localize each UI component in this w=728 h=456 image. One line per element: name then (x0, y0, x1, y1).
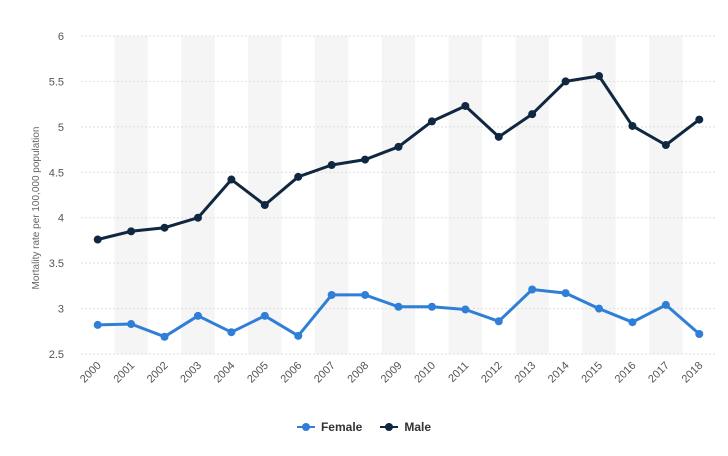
data-point-male-2002 (160, 223, 169, 232)
x-tick-label-2015: 2015 (579, 360, 605, 386)
plot-band-2015 (582, 36, 616, 354)
data-point-male-2010 (427, 117, 436, 126)
plot-band-2003 (181, 36, 215, 354)
y-tick-label-6: 6 (58, 31, 64, 43)
data-point-male-2007 (327, 161, 336, 170)
data-point-female-2001 (127, 320, 136, 329)
data-point-female-2011 (461, 305, 470, 314)
data-point-female-2008 (361, 290, 370, 299)
data-point-male-2011 (461, 101, 470, 110)
plot-band-2001 (114, 36, 148, 354)
x-tick-label-2016: 2016 (613, 360, 639, 386)
data-point-male-2017 (661, 141, 670, 150)
legend-female-label: Female (320, 420, 363, 434)
data-point-female-2000 (93, 320, 102, 329)
y-tick-label-2.5: 2.5 (49, 349, 64, 361)
plot-band-2007 (314, 36, 349, 354)
data-point-female-2009 (394, 302, 403, 311)
x-tick-label-2000: 2000 (78, 360, 104, 386)
data-point-male-2001 (127, 227, 136, 236)
legend-male-dot (385, 423, 394, 431)
x-tick-label-2013: 2013 (513, 360, 539, 386)
data-point-male-2013 (528, 110, 537, 119)
line-chart: 2.533.544.555.56 2000 2001 2002 2003 2004 200… (31, 31, 716, 386)
data-point-male-2015 (595, 71, 604, 80)
x-tick-label-2011: 2011 (446, 360, 471, 385)
x-tick-label-2012: 2012 (479, 360, 505, 386)
data-point-female-2018 (695, 330, 704, 339)
plot-band-2009 (381, 36, 416, 354)
x-tick-label-2017: 2017 (646, 360, 672, 386)
plot-bands (114, 36, 683, 354)
x-tick-label-2007: 2007 (312, 360, 338, 386)
x-axis-ticks: 2000 2001 2002 2003 2004 2005 2006 2007 2008 2009… (78, 360, 705, 386)
x-tick-label-2014: 2014 (546, 360, 572, 386)
data-point-male-2006 (294, 172, 303, 181)
data-point-female-2010 (427, 302, 436, 311)
y-axis-ticks: 2.5 3 3.5 4 4.5 5 5.5 6 (49, 31, 64, 361)
x-tick-label-2001: 2001 (111, 360, 137, 386)
legend-item-male[interactable]: Male (380, 420, 431, 434)
data-point-male-2018 (695, 115, 704, 124)
data-point-male-2003 (193, 213, 202, 222)
data-point-male-2012 (494, 132, 503, 141)
y-tick-label-5.5: 5.5 (49, 76, 64, 88)
data-point-male-2000 (93, 235, 102, 244)
data-point-female-2016 (628, 318, 637, 327)
data-point-female-2013 (528, 285, 537, 294)
data-point-female-2015 (595, 304, 604, 313)
data-point-female-2005 (260, 311, 269, 320)
plot-band-2011 (448, 36, 483, 354)
y-tick-label-3: 3 (58, 304, 64, 316)
x-tick-label-2003: 2003 (178, 360, 204, 386)
series-group (93, 71, 704, 341)
legend-female-symbol-icon (296, 422, 315, 432)
legend-male-label: Male (404, 420, 432, 434)
legend-male-symbol-icon (380, 422, 399, 432)
data-point-female-2007 (327, 290, 336, 299)
data-point-male-2005 (260, 200, 269, 209)
x-tick-label-2010: 2010 (412, 360, 438, 386)
y-tick-label-4.5: 4.5 (49, 167, 64, 179)
gridlines (81, 35, 716, 355)
data-point-female-2014 (561, 289, 570, 298)
x-tick-label-2009: 2009 (379, 360, 405, 386)
x-tick-label-2006: 2006 (279, 360, 305, 386)
legend-female-dot (301, 423, 310, 431)
y-tick-label-3.5: 3.5 (49, 258, 64, 270)
x-tick-label-2002: 2002 (145, 360, 171, 386)
data-point-female-2003 (193, 311, 202, 320)
data-point-male-2016 (628, 121, 637, 130)
legend-item-female[interactable]: Female (296, 420, 363, 434)
legend: Female Male (0, 420, 728, 434)
data-point-male-2004 (227, 175, 236, 184)
x-tick-label-2005: 2005 (245, 360, 271, 386)
data-point-female-2002 (160, 332, 169, 341)
plot-band-2013 (515, 36, 549, 354)
data-point-female-2012 (494, 317, 503, 326)
x-tick-label-2004: 2004 (212, 360, 238, 386)
y-tick-label-4: 4 (58, 213, 64, 225)
data-point-male-2008 (361, 155, 370, 164)
data-point-female-2004 (227, 328, 236, 337)
data-point-male-2009 (394, 142, 403, 151)
x-tick-label-2018: 2018 (680, 360, 706, 386)
data-point-male-2014 (561, 77, 570, 86)
data-point-female-2017 (661, 300, 670, 309)
y-axis-title: Mortality rate per 100,000 population (31, 127, 42, 290)
y-tick-label-5: 5 (58, 122, 64, 134)
x-tick-label-2008: 2008 (345, 360, 371, 386)
data-point-female-2006 (294, 331, 303, 340)
